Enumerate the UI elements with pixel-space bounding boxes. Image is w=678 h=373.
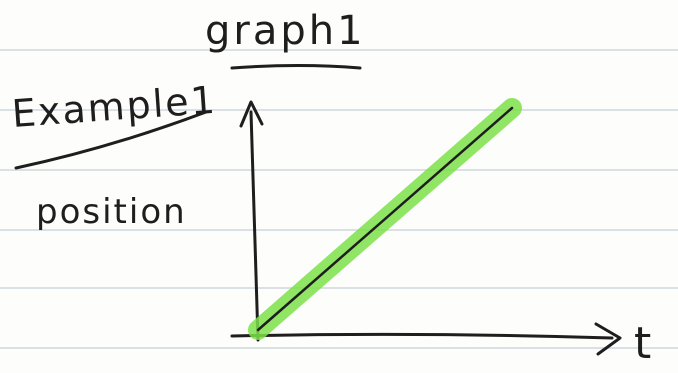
- example-label-underline: [14, 110, 208, 170]
- x-axis-label: t: [634, 318, 653, 369]
- axes: [230, 100, 622, 356]
- y-axis-arrowhead: [239, 100, 264, 128]
- x-axis: [230, 332, 614, 340]
- y-axis-label: position: [36, 192, 187, 232]
- x-axis-arrowhead: [594, 322, 622, 356]
- graph-title: graph1: [205, 8, 366, 54]
- title-underline: [230, 64, 362, 70]
- y-axis: [249, 110, 260, 342]
- series-line: [256, 106, 514, 332]
- series-marks: [248, 98, 522, 340]
